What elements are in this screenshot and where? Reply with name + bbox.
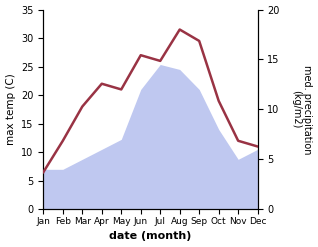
Y-axis label: max temp (C): max temp (C) <box>5 74 16 145</box>
X-axis label: date (month): date (month) <box>109 231 192 242</box>
Y-axis label: med. precipitation
(kg/m2): med. precipitation (kg/m2) <box>291 65 313 154</box>
